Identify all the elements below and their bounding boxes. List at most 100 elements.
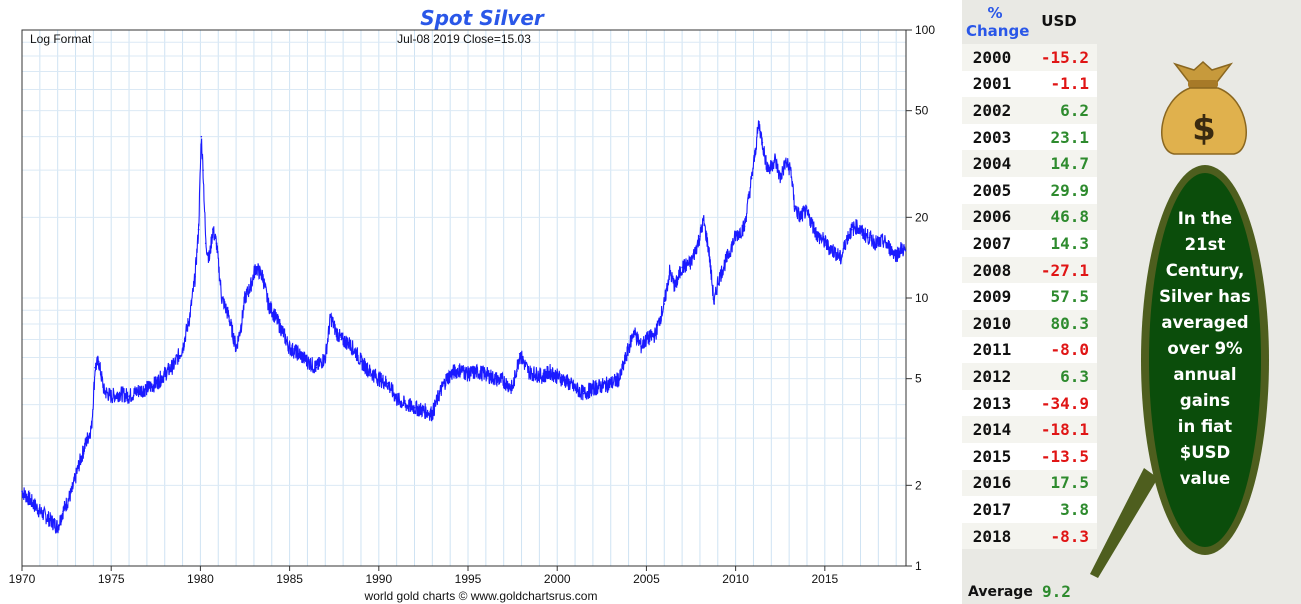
money-bag-icon: $	[1161, 60, 1247, 155]
callout-line: in fiat	[1177, 417, 1233, 436]
row-value: -8.3	[1050, 526, 1089, 546]
y-tick-label: 20	[915, 210, 929, 224]
table-row: 2000 -15.2	[962, 44, 1097, 71]
row-value: 29.9	[1050, 180, 1089, 200]
row-year: 2013	[972, 393, 1012, 413]
row-year: 2018	[972, 526, 1012, 546]
data-point	[386, 382, 389, 385]
callout-text: In the 21st Century, Silver has averaged…	[1150, 206, 1260, 492]
data-point	[215, 242, 218, 245]
x-tick-label: 2010	[722, 572, 749, 586]
data-point	[62, 510, 64, 513]
data-point	[39, 510, 41, 513]
data-point	[445, 377, 448, 380]
data-point	[518, 352, 521, 355]
data-point	[85, 441, 88, 443]
row-value: 14.7	[1050, 154, 1089, 174]
table-row: 2014 -18.1	[962, 416, 1097, 443]
row-year: 2002	[972, 100, 1012, 120]
x-tick-label: 1970	[9, 572, 36, 586]
data-point	[30, 500, 32, 502]
row-year: 2016	[972, 473, 1012, 493]
series-group	[21, 120, 907, 534]
row-year: 2008	[972, 260, 1012, 280]
table-row: 2010 80.3	[962, 310, 1097, 337]
data-point	[750, 177, 753, 179]
y-tick-label: 100	[915, 23, 935, 37]
data-point	[856, 225, 858, 228]
data-point	[640, 345, 642, 348]
x-tick-label: 1995	[455, 572, 482, 586]
data-point	[784, 161, 787, 164]
data-point	[645, 338, 648, 341]
data-point	[194, 275, 196, 278]
row-value: -8.0	[1050, 340, 1089, 360]
x-tick-label: 1980	[187, 572, 214, 586]
data-point	[565, 380, 567, 382]
row-year: 2003	[972, 127, 1012, 147]
header-percent: %	[987, 4, 1003, 22]
data-point	[197, 228, 200, 231]
data-point	[340, 338, 343, 341]
data-point	[438, 392, 441, 395]
data-point	[779, 177, 782, 179]
data-point	[627, 347, 630, 349]
data-point	[90, 426, 93, 428]
data-point	[306, 360, 309, 363]
row-year: 2015	[972, 446, 1012, 466]
table-row: 2007 14.3	[962, 230, 1097, 257]
row-value: 80.3	[1050, 313, 1089, 333]
data-point	[758, 122, 760, 124]
data-point	[601, 385, 603, 387]
data-point	[768, 169, 771, 171]
data-point	[556, 375, 559, 378]
data-point	[793, 205, 796, 208]
data-point	[668, 271, 671, 273]
data-point	[900, 247, 903, 250]
average-row: Average 9.2	[962, 579, 1097, 604]
annual-change-table: % Change USD 2000 -15.2 2001 -1.1 2002 6.2 200…	[962, 0, 1097, 604]
callout-tail	[1090, 468, 1158, 578]
table-row: 2002 6.2	[962, 97, 1097, 124]
data-point	[47, 518, 50, 520]
data-point	[404, 403, 407, 406]
data-point	[460, 368, 462, 371]
data-point	[324, 356, 327, 359]
row-value: -34.9	[1040, 393, 1089, 413]
data-point	[522, 360, 525, 363]
callout-line: Silver has	[1159, 287, 1251, 306]
row-value: -1.1	[1050, 74, 1089, 94]
series-line-spot-silver	[21, 120, 907, 534]
data-point	[663, 303, 666, 305]
data-point	[840, 258, 842, 260]
data-point	[716, 280, 719, 283]
table-row: 2012 6.3	[962, 363, 1097, 390]
data-point	[354, 350, 357, 353]
header-usd: USD	[1041, 12, 1077, 30]
data-point	[699, 235, 701, 238]
data-point	[128, 395, 130, 398]
table-row: 2006 46.8	[962, 203, 1097, 231]
table-row: 2018 -8.3	[962, 522, 1097, 550]
data-point	[868, 236, 871, 239]
data-point	[281, 330, 284, 333]
data-point	[754, 151, 757, 153]
row-value: 6.3	[1060, 366, 1089, 386]
data-point	[574, 387, 576, 390]
data-point	[609, 382, 612, 385]
row-value: -15.2	[1040, 47, 1089, 67]
data-point	[511, 387, 514, 390]
data-point	[221, 297, 223, 299]
data-point	[228, 316, 230, 318]
data-point	[431, 412, 434, 415]
x-axis: 1970 1975 1980 1985 1990 1995 2000 2005 2010 2015	[9, 566, 838, 586]
data-point	[119, 392, 121, 395]
row-value: 57.5	[1050, 287, 1089, 307]
data-point	[690, 262, 692, 264]
y-tick-label: 2	[915, 478, 922, 492]
data-point	[702, 219, 705, 222]
y-tick-label: 50	[915, 104, 929, 118]
data-point	[110, 395, 113, 398]
data-point	[654, 333, 657, 336]
x-tick-label: 2015	[811, 572, 838, 586]
